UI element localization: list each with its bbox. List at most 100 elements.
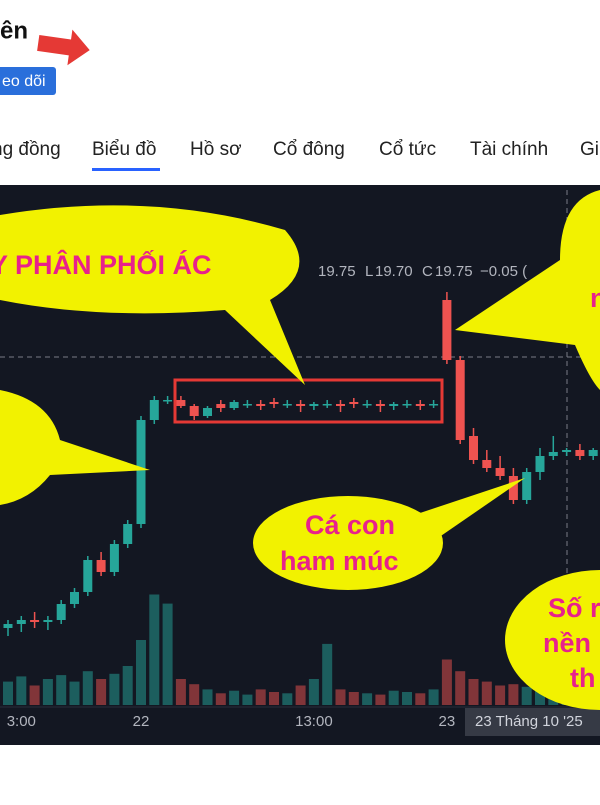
candle-body bbox=[30, 620, 40, 622]
volume-bar bbox=[162, 603, 173, 705]
tab[interactable]: Cổ tức bbox=[379, 139, 436, 160]
annotation: Cá con bbox=[305, 510, 395, 540]
candle-body bbox=[429, 404, 439, 406]
volume-bar bbox=[175, 679, 186, 705]
volume-bar bbox=[308, 679, 319, 705]
volume-bar bbox=[521, 686, 532, 705]
callout-left bbox=[0, 390, 150, 505]
readout-item: 19.75 bbox=[435, 263, 473, 280]
volume-bar bbox=[481, 681, 492, 705]
candle-body bbox=[149, 400, 159, 420]
volume-bar bbox=[82, 671, 93, 705]
candle-body bbox=[16, 620, 26, 624]
volume-bar bbox=[388, 690, 399, 705]
candle-body bbox=[522, 472, 532, 500]
tab[interactable]: Cổ đông bbox=[273, 139, 345, 160]
annotation: nền bbox=[543, 628, 591, 658]
readout-item: 19.70 bbox=[375, 263, 413, 280]
volume-bar bbox=[42, 679, 53, 705]
candle-body bbox=[455, 360, 465, 440]
header-bg bbox=[0, 0, 600, 185]
readout-item: L bbox=[365, 263, 373, 280]
candle-body bbox=[163, 400, 173, 402]
callouts bbox=[0, 190, 600, 710]
time-axis: 3:00 22 13:00 23 bbox=[7, 713, 456, 730]
readout-item: 19.75 bbox=[318, 263, 356, 280]
volume-bar bbox=[295, 685, 306, 705]
volume-bar bbox=[508, 684, 519, 705]
volume-bar bbox=[269, 692, 279, 705]
readout-item: C bbox=[422, 263, 433, 280]
candle-body bbox=[415, 404, 425, 406]
footer-bg bbox=[0, 745, 600, 800]
candle-body bbox=[83, 560, 93, 592]
candle-body bbox=[562, 450, 572, 452]
candle-body bbox=[56, 604, 66, 620]
candle-body bbox=[362, 404, 372, 406]
candle-body bbox=[375, 404, 385, 406]
candle-body bbox=[189, 406, 199, 416]
candle-body bbox=[136, 420, 146, 524]
candle-body bbox=[535, 456, 545, 472]
volume-layer bbox=[3, 594, 599, 705]
annotation-texts: Y PHÂN PHỐI ÁC n Cá con ham múc Số r nền th bbox=[0, 248, 600, 693]
candle-body bbox=[322, 404, 332, 406]
red-arrow bbox=[37, 29, 90, 66]
volume-bar bbox=[335, 689, 346, 705]
candle-layer bbox=[3, 292, 598, 636]
tab[interactable]: Hồ sơ bbox=[190, 139, 242, 160]
callout-small-fish bbox=[253, 496, 443, 590]
volume-bar bbox=[229, 690, 240, 705]
follow-button[interactable] bbox=[0, 67, 56, 95]
volume-bar bbox=[242, 694, 253, 705]
candle-body bbox=[229, 402, 239, 408]
volume-bar bbox=[109, 673, 120, 705]
candle-body bbox=[548, 452, 558, 456]
volume-bar bbox=[428, 689, 439, 705]
ohlc-readout: 19.75 L 19.70 C 19.75 −0.05 ( bbox=[318, 263, 527, 280]
tab[interactable]: Biểu đồ bbox=[92, 139, 156, 160]
candle-body bbox=[216, 404, 226, 408]
readout-item: −0.05 ( bbox=[480, 263, 527, 280]
candle-body bbox=[256, 404, 266, 406]
tab[interactable]: Tài chính bbox=[470, 139, 548, 160]
volume-bar bbox=[189, 684, 200, 705]
x-tick-label: 13:00 bbox=[295, 713, 333, 730]
volume-bar bbox=[69, 681, 80, 705]
volume-bar bbox=[402, 692, 412, 705]
tab[interactable]: ng đồng bbox=[0, 139, 61, 160]
candle-body bbox=[469, 436, 478, 460]
x-tick-label: 22 bbox=[133, 713, 150, 730]
candle-body bbox=[269, 402, 279, 404]
annotation: Số r bbox=[548, 593, 600, 623]
x-tick-label: 23 bbox=[439, 713, 456, 730]
volume-bar bbox=[322, 643, 333, 705]
volume-bar bbox=[215, 693, 226, 705]
candle-body bbox=[70, 592, 79, 604]
highlight-box bbox=[173, 378, 444, 424]
volume-bar bbox=[495, 685, 506, 705]
candle-body bbox=[296, 404, 306, 406]
candle-body bbox=[309, 404, 319, 406]
volume-bar bbox=[415, 693, 426, 705]
volume-bar bbox=[362, 693, 373, 705]
volume-bar bbox=[16, 676, 27, 705]
candle-body bbox=[43, 620, 53, 622]
volume-bar bbox=[441, 659, 452, 705]
callout-top-right bbox=[455, 190, 600, 390]
volume-bar bbox=[282, 693, 293, 705]
candle-body bbox=[203, 408, 212, 416]
tab[interactable]: Gi bbox=[580, 139, 599, 160]
volume-bar bbox=[149, 594, 160, 705]
candle-body bbox=[442, 300, 452, 360]
volume-bar bbox=[3, 681, 13, 705]
volume-bar bbox=[468, 679, 479, 705]
candle-body bbox=[402, 404, 412, 406]
candle-body bbox=[123, 524, 133, 544]
candle-body bbox=[3, 624, 13, 628]
stock-title: ên bbox=[0, 17, 28, 44]
volume-bar bbox=[255, 689, 266, 705]
volume-bar bbox=[136, 640, 146, 705]
callout-distribution bbox=[0, 205, 305, 385]
